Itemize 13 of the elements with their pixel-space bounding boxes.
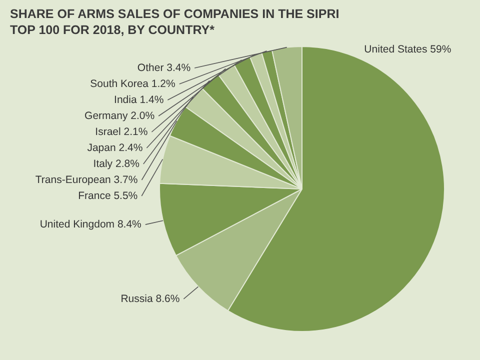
- slice-label: France 5.5%: [78, 190, 138, 202]
- slice-label: Italy 2.8%: [93, 158, 140, 170]
- slice-label: Trans-European 3.7%: [35, 174, 138, 186]
- slice-label: Russia 8.6%: [120, 292, 180, 305]
- slice-label: United States 59%: [364, 44, 452, 56]
- slice-label: India 1.4%: [114, 94, 164, 106]
- slice-label: United Kingdom 8.4%: [40, 218, 142, 230]
- slice-label: Germany 2.0%: [84, 110, 155, 122]
- slice-label: Israel 2.1%: [95, 126, 148, 138]
- slice-label: South Korea 1.2%: [90, 78, 176, 90]
- chart-title: SHARE OF ARMS SALES OF COMPANIES IN THE SIPRI TOP 100 FOR 2018, BY COUNTRY*: [10, 6, 340, 38]
- slice-label: Other 3.4%: [137, 62, 191, 74]
- slice-label: Japan 2.4%: [87, 142, 143, 154]
